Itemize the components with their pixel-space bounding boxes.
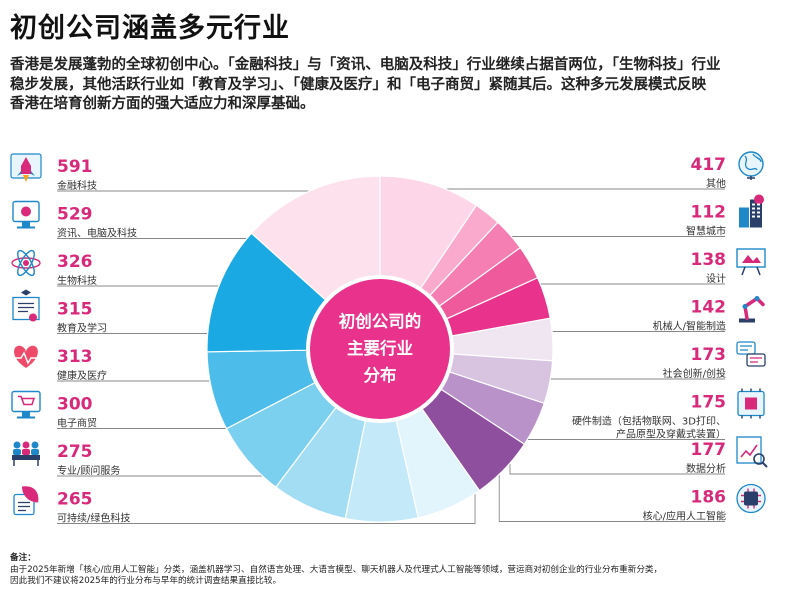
category-label: 健康及医疗 (57, 369, 107, 382)
ecommerce-icon (11, 390, 41, 419)
category-label: 社会创新/创投 (663, 367, 726, 380)
center-label-line: 分布 (364, 365, 397, 385)
value-label: 315 (57, 300, 93, 320)
value-label: 173 (691, 345, 727, 365)
intro-line: 香港在培育创新方面的强大适应力和深厚基础。 (10, 96, 315, 112)
globe-icon (738, 151, 764, 180)
page-title: 初创公司涵盖多元行业 (10, 13, 290, 44)
value-label: 142 (691, 298, 727, 318)
intro-line: 香港是发展蓬勃的全球初创中心。「金融科技」与「资讯、电脑及科技」行业继续占据首两… (10, 57, 721, 73)
category-label: 专业/顾问服务 (57, 464, 120, 477)
notes-line: 因此我们不建议将2025年的行业分布与早年的统计调查结果直接比较。 (10, 576, 282, 586)
segment-icons (10, 151, 768, 516)
value-label: 275 (57, 442, 93, 462)
center-label-line: 主要行业 (347, 338, 413, 358)
center-label-line: 初创公司的 (339, 311, 422, 331)
certificate-icon (12, 289, 40, 322)
category-label: 机械人/智能制造 (653, 320, 726, 333)
notes-line: 由于2025年新增「核心/应用人工智能」分类，涵盖机器学习、自然语言处理、大语言… (10, 564, 663, 575)
footnotes: 备注： 由于2025年新增「核心/应用人工智能」分类，涵盖机器学习、自然语言处理… (10, 553, 780, 588)
value-label: 112 (691, 203, 727, 223)
category-label: 资讯、电脑及科技 (57, 227, 137, 240)
value-label: 326 (57, 252, 93, 272)
value-label: 529 (57, 205, 93, 225)
segment-labels: 417 其他 112 智慧城市 138 设计 142 机械人/智能制造 173 社会创新/创投 17… (57, 155, 726, 525)
value-label: 417 (691, 155, 727, 175)
category-label: 产品原型及穿戴式装置） (616, 428, 726, 441)
category-label: 智慧城市 (686, 225, 726, 238)
category-label: 数据分析 (686, 462, 726, 475)
category-label: 生物科技 (57, 274, 97, 287)
value-label: 186 (691, 488, 727, 508)
meeting-icon (12, 441, 40, 466)
hardware-box-icon (737, 388, 765, 419)
category-label: 设计 (706, 272, 726, 285)
category-label: 核心/应用人工智能 (643, 510, 726, 523)
chat-bubbles-icon (736, 341, 766, 367)
category-label: 电子商贸 (57, 417, 97, 430)
city-icon (739, 194, 764, 228)
health-heart-icon (14, 345, 38, 368)
value-label: 313 (57, 347, 93, 367)
category-label: 硬件制造（包括物联网、3D打印、 (572, 415, 726, 428)
ai-chip-icon (736, 483, 766, 514)
rocket-icon (10, 153, 42, 182)
category-label: 金融科技 (57, 179, 97, 192)
center-disc (310, 279, 450, 419)
computer-icon (12, 200, 40, 229)
data-analysis-icon (736, 436, 768, 468)
notes-heading: 备注： (10, 553, 36, 563)
robot-arm-icon (739, 296, 765, 323)
value-label: 591 (57, 157, 93, 177)
category-label: 其他 (706, 177, 726, 190)
intro-line: 稳步发展，其他活跃行业如「教育及学习」、「健康及医疗」和「电子商贸」紧随其后。这… (10, 76, 706, 93)
value-label: 265 (57, 490, 93, 510)
category-label: 可持续/绿色科技 (57, 512, 130, 525)
intro-paragraph: 香港是发展蓬勃的全球初创中心。「金融科技」与「资讯、电脑及科技」行业继续占据首两… (10, 56, 780, 115)
design-board-icon (736, 248, 766, 276)
value-label: 177 (691, 440, 727, 460)
value-label: 300 (57, 395, 93, 415)
donut-slices (206, 175, 554, 523)
atom-icon (11, 249, 41, 277)
sustainability-icon (13, 486, 39, 516)
category-label: 教育及学习 (57, 322, 107, 335)
value-label: 138 (691, 250, 727, 270)
value-label: 175 (691, 393, 727, 413)
